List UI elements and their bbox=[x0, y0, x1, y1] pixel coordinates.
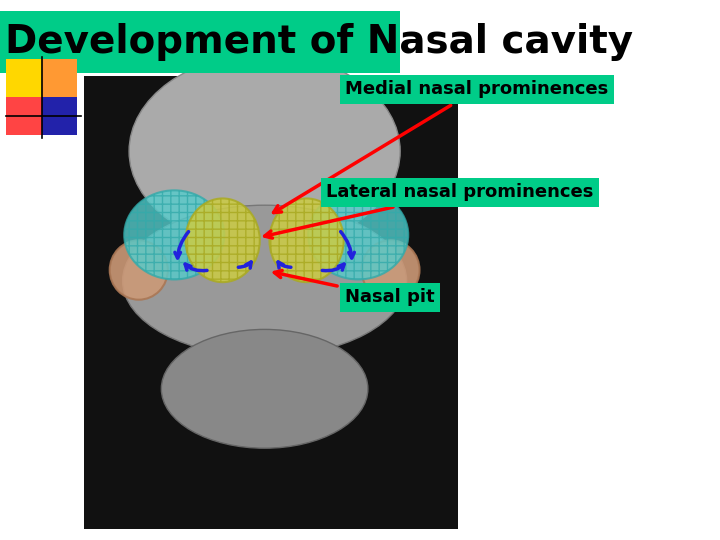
Text: Lateral nasal prominences: Lateral nasal prominences bbox=[265, 183, 593, 238]
Text: Development of Nasal cavity: Development of Nasal cavity bbox=[5, 23, 634, 60]
Bar bbox=[6, 97, 42, 135]
Ellipse shape bbox=[269, 198, 343, 282]
Ellipse shape bbox=[186, 198, 260, 282]
Ellipse shape bbox=[125, 191, 225, 280]
Ellipse shape bbox=[161, 329, 368, 448]
Ellipse shape bbox=[109, 240, 168, 300]
Ellipse shape bbox=[361, 240, 420, 300]
Bar bbox=[84, 76, 458, 529]
Bar bbox=[0, 11, 400, 73]
Ellipse shape bbox=[308, 191, 408, 280]
Bar bbox=[42, 59, 78, 97]
Text: Medial nasal prominences: Medial nasal prominences bbox=[274, 80, 608, 213]
Ellipse shape bbox=[122, 205, 407, 356]
Bar bbox=[42, 97, 78, 135]
Ellipse shape bbox=[129, 54, 400, 248]
Bar bbox=[6, 59, 42, 97]
Text: Nasal pit: Nasal pit bbox=[274, 271, 435, 306]
